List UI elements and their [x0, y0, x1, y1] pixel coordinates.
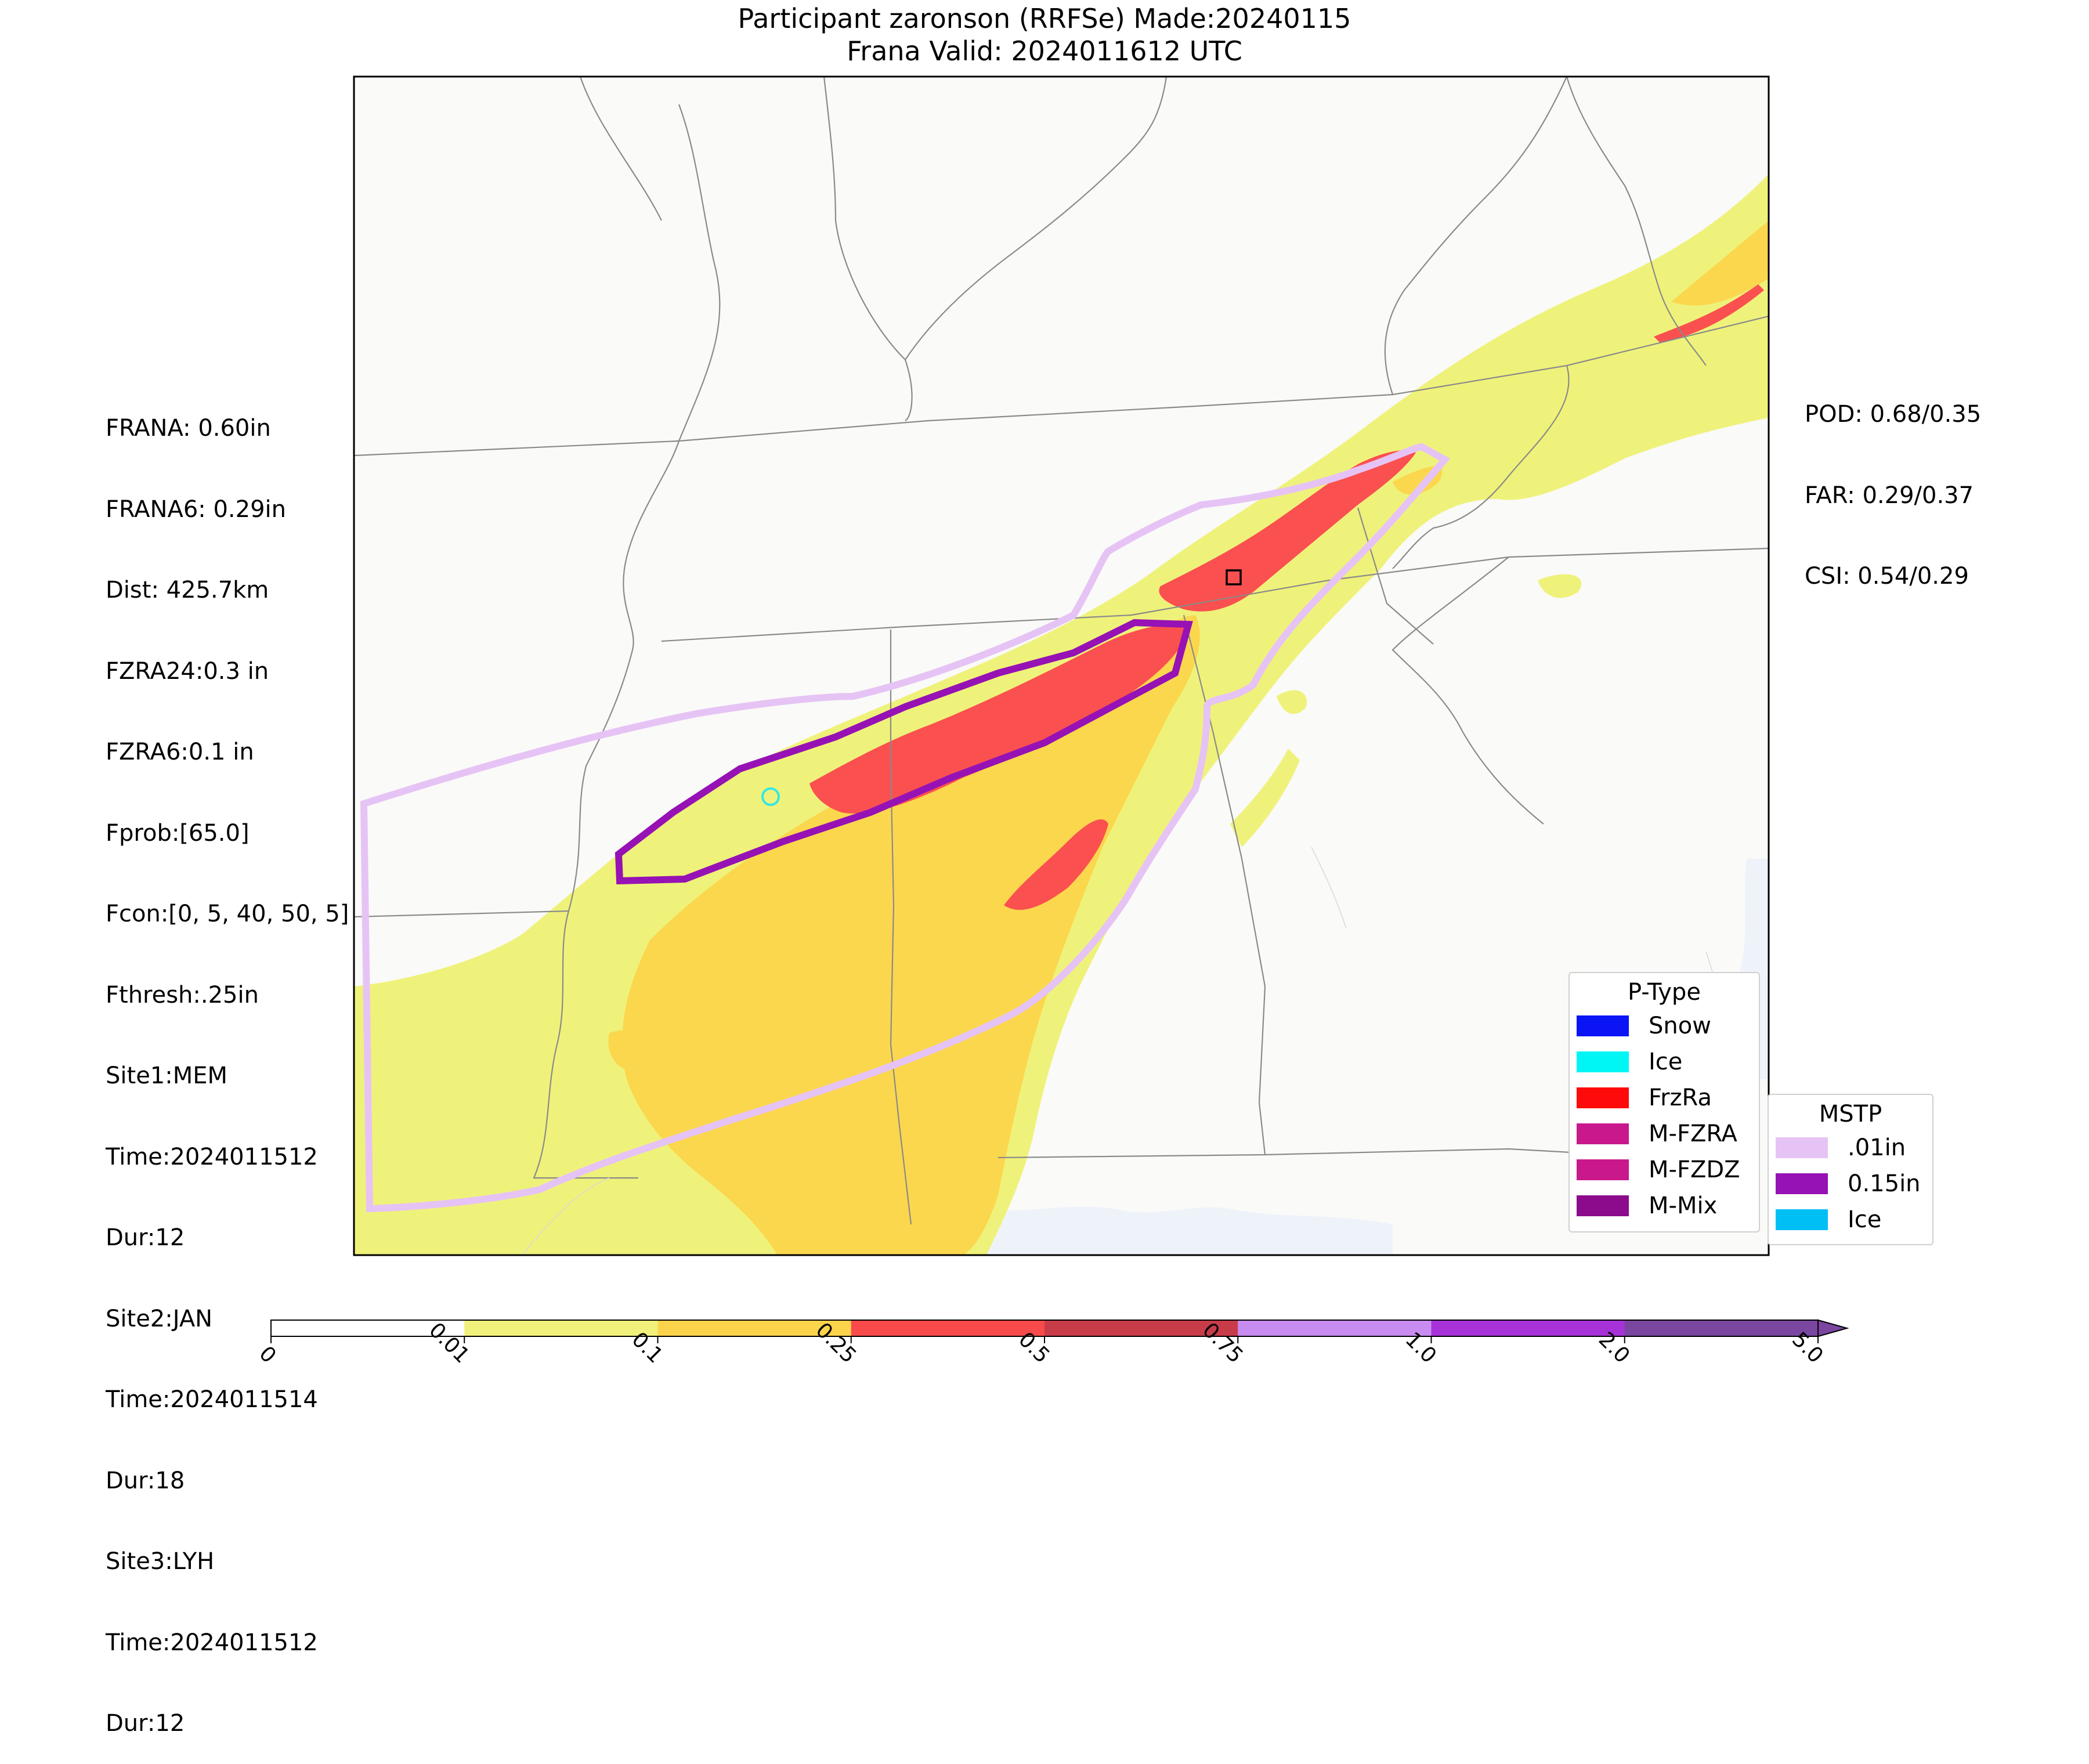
stat-pod: POD: 0.68/0.35: [1805, 401, 1982, 428]
precip-moderate: [608, 220, 1769, 1255]
stat-fzra6: FZRA6:0.1 in: [106, 739, 254, 765]
stat-fthresh: Fthresh:.25in: [106, 981, 259, 1008]
colorbar-tick-label: 0: [254, 1342, 280, 1368]
stat-site2-dur: Dur:18: [106, 1467, 185, 1494]
stat-site1: Site1:MEM: [106, 1062, 228, 1089]
forecast-map: 0 0.01 0.1 0.25 0.5 0.75 1.0 2.0 5.0: [254, 75, 1849, 1368]
colorbar-segment: [1238, 1320, 1432, 1336]
ptype-legend-item-m-fzdz: M-FZDZ: [1570, 1152, 1759, 1188]
ptype-legend-item-snow: Snow: [1570, 1008, 1759, 1044]
stat-site3-dur: Dur:12: [106, 1710, 185, 1737]
stat-fzra24: FZRA24:0.3 in: [106, 657, 269, 685]
site-box-marker: [1226, 569, 1242, 585]
stat-site1-dur: Dur:12: [106, 1224, 185, 1251]
map-frame: [353, 75, 1770, 1256]
colorbar-segment: [851, 1320, 1045, 1336]
ice-site-marker: [761, 787, 780, 806]
mstp-015in-outline: [615, 619, 1193, 885]
ptype-legend-item-ice: Ice: [1570, 1044, 1759, 1080]
mstp-swatch-01in: [1776, 1137, 1828, 1158]
right-stats-panel: POD: 0.68/0.35 FAR: 0.29/0.37 CSI: 0.54/…: [1805, 347, 1981, 617]
ptype-legend: P-Type Snow Ice FrzRa M-FZRA M-FZDZ M-Mi…: [1568, 972, 1760, 1232]
mstp-legend-item-ice: Ice: [1769, 1202, 1932, 1238]
colorbar-segment: [464, 1320, 658, 1336]
colorbar-extend-arrow: [1817, 1319, 1849, 1338]
stat-site1-time: Time:2024011512: [106, 1143, 318, 1170]
mstp-legend-item-015in: 0.15in: [1769, 1166, 1932, 1202]
ptype-legend-item-m-fzra: M-FZRA: [1570, 1116, 1759, 1152]
stat-dist: Dist: 425.7km: [106, 577, 269, 603]
ptype-swatch-m-mix: [1577, 1195, 1629, 1216]
ptype-legend-title: P-Type: [1628, 979, 1701, 1006]
colorbar-segment: [1624, 1320, 1819, 1336]
ptype-swatch-frzra: [1577, 1087, 1629, 1108]
colorbar-segment: [271, 1320, 465, 1336]
ptype-legend-item-m-mix: M-Mix: [1570, 1188, 1759, 1224]
ptype-swatch-ice: [1577, 1051, 1629, 1072]
precip-heavy: [809, 284, 1764, 910]
colorbar-segment: [1431, 1320, 1625, 1336]
mstp-legend-item-01in: .01in: [1769, 1130, 1932, 1166]
gulf-water: [928, 1206, 1393, 1255]
title-line-1: Participant zaronson (RRFSe) Made:202401…: [738, 3, 1351, 34]
mstp-legend-title: MSTP: [1819, 1101, 1882, 1127]
mstp-swatch-015in: [1776, 1173, 1828, 1194]
colorbar: 0 0.01 0.1 0.25 0.5 0.75 1.0 2.0 5.0: [254, 1318, 1849, 1368]
stat-site3-time: Time:2024011512: [106, 1629, 318, 1656]
stat-csi: CSI: 0.54/0.29: [1805, 563, 1969, 590]
stat-frana6: FRANA6: 0.29in: [106, 496, 286, 523]
stat-site3: Site3:LYH: [106, 1548, 215, 1575]
ptype-legend-item-frzra: FrzRa: [1570, 1080, 1759, 1116]
stat-frana: FRANA: 0.60in: [106, 415, 271, 442]
stat-fprob: Fprob:[65.0]: [106, 819, 250, 847]
mstp-001in-outline: [360, 443, 1451, 1213]
stat-far: FAR: 0.29/0.37: [1805, 482, 1974, 509]
colorbar-segment: [1044, 1320, 1238, 1336]
stat-fcon: Fcon:[0, 5, 40, 50, 5]: [106, 901, 349, 927]
stat-site2: Site2:JAN: [106, 1305, 213, 1332]
ptype-swatch-m-fzdz: [1577, 1159, 1629, 1180]
ptype-swatch-m-fzra: [1577, 1123, 1629, 1144]
colorbar-segment: [657, 1320, 852, 1336]
ptype-swatch-snow: [1577, 1015, 1629, 1036]
mstp-swatch-ice: [1776, 1209, 1828, 1230]
title-line-2: Frana Valid: 2024011612 UTC: [847, 35, 1242, 67]
mstp-legend: MSTP .01in 0.15in Ice: [1768, 1094, 1933, 1245]
